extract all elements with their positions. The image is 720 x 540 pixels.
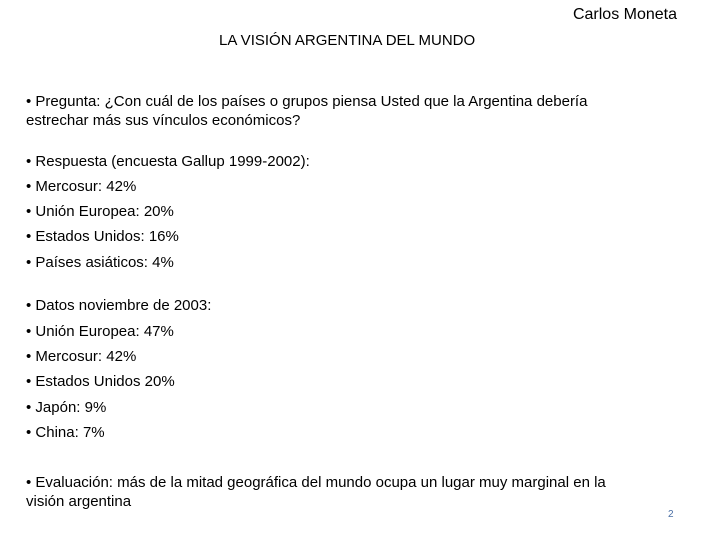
survey-heading: • Respuesta (encuesta Gallup 1999-2002): bbox=[26, 153, 310, 170]
evaluation-line-2: visión argentina bbox=[26, 493, 132, 510]
survey-item-ue: • Unión Europea: 20% bbox=[26, 203, 174, 220]
data2003-item-ue: • Unión Europea: 47% bbox=[26, 323, 174, 340]
data2003-item-japon: • Japón: 9% bbox=[26, 399, 107, 416]
question-line-1: • Pregunta: ¿Con cuál de los países o gr… bbox=[26, 93, 588, 110]
survey-item-mercosur: • Mercosur: 42% bbox=[26, 178, 137, 195]
survey-item-eeuu: • Estados Unidos: 16% bbox=[26, 228, 179, 245]
page-number: 2 bbox=[668, 509, 674, 520]
data2003-heading: • Datos noviembre de 2003: bbox=[26, 297, 212, 314]
survey-item-asia: • Países asiáticos: 4% bbox=[26, 254, 174, 271]
slide-title: LA VISIÓN ARGENTINA DEL MUNDO bbox=[219, 32, 476, 49]
author-name: Carlos Moneta bbox=[572, 6, 677, 23]
question-line-2: estrechar más sus vínculos económicos? bbox=[26, 112, 301, 129]
data2003-item-china: • China: 7% bbox=[26, 424, 105, 441]
evaluation-line-1: • Evaluación: más de la mitad geográfica… bbox=[26, 474, 606, 491]
data2003-item-mercosur: • Mercosur: 42% bbox=[26, 348, 137, 365]
data2003-item-eeuu: • Estados Unidos 20% bbox=[26, 373, 175, 390]
